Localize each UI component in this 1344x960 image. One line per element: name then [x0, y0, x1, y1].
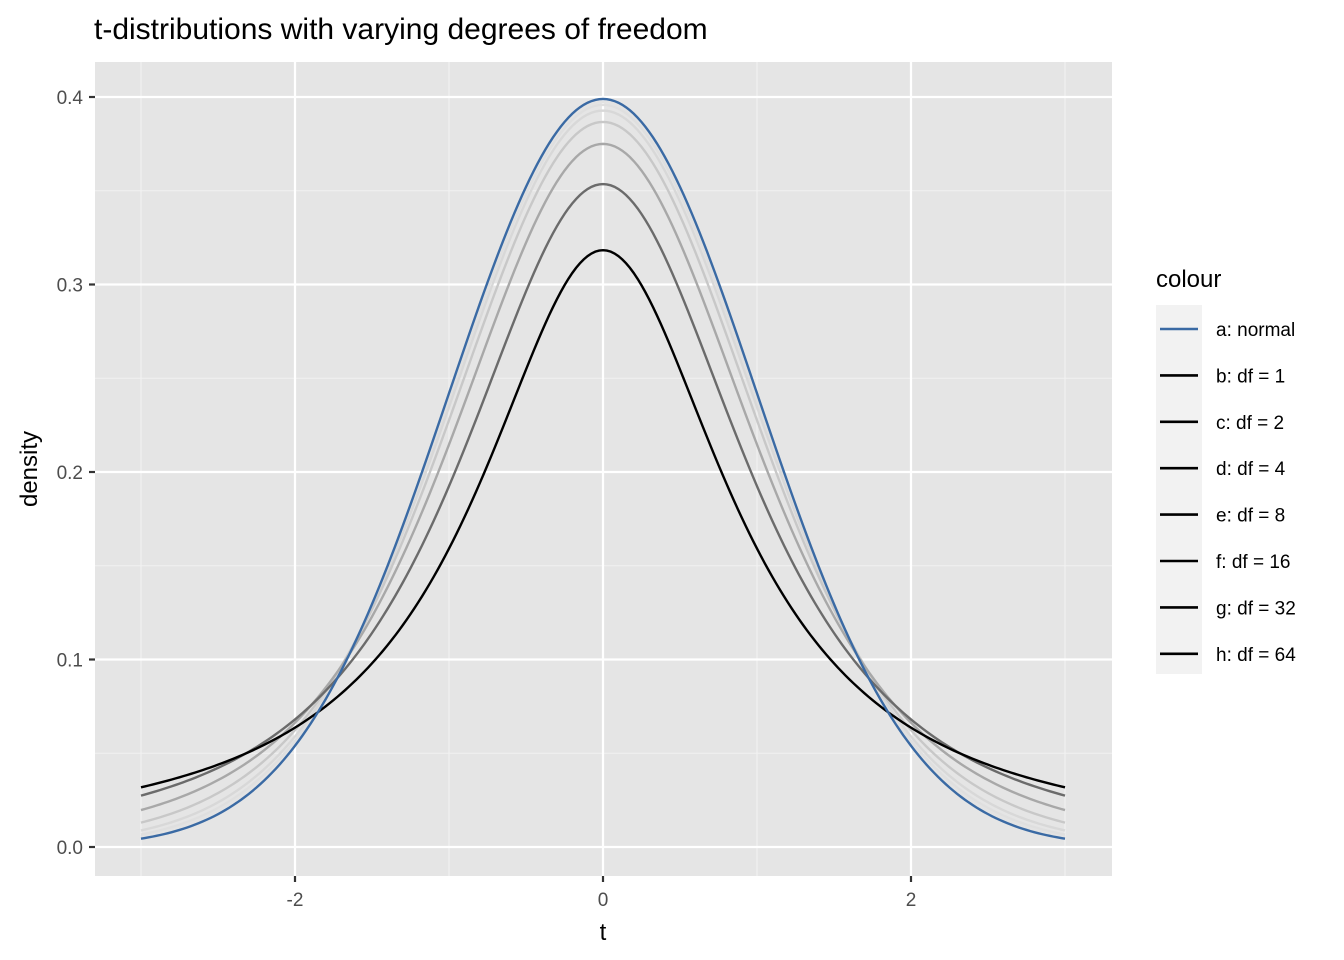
legend-label: d: df = 4	[1216, 459, 1286, 480]
legend-label: f: df = 16	[1216, 552, 1290, 573]
legend: colour a: normal b: df = 1 c: df = 2 d: df …	[1156, 266, 1296, 674]
legend-label: g: df = 32	[1216, 598, 1296, 619]
series-line-f	[140, 109, 1066, 832]
legend-keys-background	[1156, 305, 1202, 674]
legend-label: c: df = 2	[1216, 413, 1284, 434]
legend-entries: a: normal b: df = 1 c: df = 2 d: df = 4 e: d…	[1160, 320, 1296, 666]
y-tick-label: 0.3	[57, 276, 83, 297]
series-line-a	[140, 97, 1066, 840]
series-line-h	[140, 100, 1066, 838]
series-line-c	[140, 182, 1066, 797]
x-tick-label: -2	[287, 890, 304, 911]
y-axis-label: density	[16, 431, 43, 507]
x-tick-label: 0	[598, 890, 609, 911]
y-axis: 0.0 0.1 0.2 0.3 0.4	[57, 88, 95, 859]
legend-label: a: normal	[1216, 320, 1295, 341]
x-axis: -2 0 2	[287, 876, 917, 911]
y-tick-label: 0.0	[57, 838, 83, 859]
y-tick-label: 0.2	[57, 463, 83, 484]
y-tick-label: 0.1	[57, 651, 83, 672]
y-tick-label: 0.4	[57, 88, 84, 109]
x-tick-label: 2	[906, 890, 917, 911]
x-axis-label: t	[600, 919, 607, 946]
series-line-b	[140, 248, 1066, 789]
legend-label: h: df = 64	[1216, 645, 1296, 666]
series-line-d	[140, 142, 1066, 812]
series-line-g	[140, 103, 1066, 836]
legend-label: e: df = 8	[1216, 506, 1285, 527]
chart-title: t-distributions with varying degrees of …	[94, 13, 708, 46]
series-lines	[140, 97, 1066, 840]
series-line-e	[140, 120, 1066, 824]
legend-title: colour	[1156, 266, 1221, 293]
legend-label: b: df = 1	[1216, 366, 1285, 387]
